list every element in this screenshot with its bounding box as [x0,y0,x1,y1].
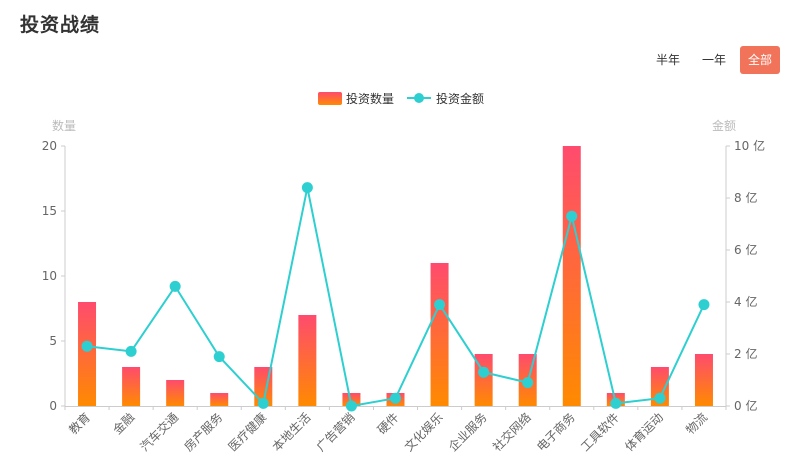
amount-point-硬件[interactable] [390,392,401,404]
x-tick-label: 企业服务 [445,410,490,455]
x-ticks: 教育 金融 汽车交通 房产服务 医疗健康 本地生活 广告营销 硬件 文化娱乐 企业服务 社交网络 电子… [64,406,727,455]
x-tick-label: 社交网络 [489,410,534,455]
amount-point-企业服务[interactable] [478,366,490,378]
y-left-tick-label: 20 [42,139,57,153]
y-left-tick-label: 10 [42,269,57,283]
y-right-tick-label: 8 亿 [734,190,757,205]
amount-point-广告营销[interactable] [345,400,357,412]
tab-one-year[interactable]: 一年 [701,53,726,67]
amount-point-本地生活[interactable] [301,182,313,194]
x-tick-label: 工具软件 [578,410,622,454]
legend-swatch-count[interactable] [318,92,342,105]
amount-point-社交网络[interactable] [522,377,534,389]
x-tick-label: 汽车交通 [137,410,182,455]
bar-文化娱乐[interactable] [430,263,449,406]
tab-all[interactable]: 全部 [739,46,780,74]
legend-dot-amount[interactable] [414,93,424,103]
y-right-tick-label: 10 亿 [734,138,765,153]
x-tick-label: 体育运动 [621,410,666,455]
time-range-tabs: 半年 一年 全部 [642,46,780,74]
bar-房产服务[interactable] [210,393,229,406]
legend-label-count[interactable]: 投资数量 [346,91,394,106]
tab-half-year[interactable]: 半年 [655,53,680,67]
bar-汽车交通[interactable] [166,380,185,406]
x-tick-label: 本地生活 [270,410,314,454]
amount-point-汽车交通[interactable] [169,280,181,292]
amount-point-医疗健康[interactable] [257,397,269,409]
y-left-tick-label: 0 [49,399,57,413]
legend: 投资数量 投资金额 [318,91,484,106]
bar-电子商务[interactable] [562,146,581,406]
bar-教育[interactable] [78,302,97,406]
y-right-tick-label: 0 亿 [734,398,757,413]
legend-label-amount[interactable]: 投资金额 [436,91,484,106]
x-tick-label: 金融 [110,410,138,438]
y-left-axis-label: 数量 [52,118,76,133]
page-title: 投资战绩 [20,14,101,36]
amount-point-文化娱乐[interactable] [434,299,446,311]
amount-point-物流[interactable] [698,299,710,311]
y-right-ticks: 0 亿 2 亿 4 亿 6 亿 8 亿 10 亿 [726,138,765,413]
y-right-tick-label: 4 亿 [734,294,757,309]
x-tick-label: 硬件 [375,410,402,437]
x-tick-label: 物流 [683,410,710,437]
x-tick-label: 房产服务 [181,410,226,455]
amount-point-工具软件[interactable] [610,397,622,409]
y-left-tick-label: 5 [49,334,57,348]
amount-point-教育[interactable] [81,340,93,352]
bar-物流[interactable] [694,354,713,406]
bar-广告营销[interactable] [342,393,361,406]
y-left-ticks: 0 5 10 15 20 [42,139,65,413]
y-right-axis-label: 金额 [712,118,736,133]
x-tick-label: 医疗健康 [225,410,270,455]
y-right-tick-label: 2 亿 [734,346,757,361]
bar-本地生活[interactable] [298,315,317,406]
x-tick-label: 广告营销 [314,410,358,454]
line-series [81,182,710,412]
amount-point-房产服务[interactable] [213,351,225,363]
amount-point-电子商务[interactable] [566,210,578,222]
amount-line [86,187,705,408]
x-tick-label: 电子商务 [533,410,578,455]
bar-金融[interactable] [122,367,141,406]
y-left-tick-label: 15 [42,204,57,218]
x-tick-label: 文化娱乐 [401,410,446,455]
amount-point-金融[interactable] [125,345,137,357]
amount-point-体育运动[interactable] [654,392,666,404]
x-tick-label: 教育 [66,410,94,438]
bar-series [78,146,713,406]
y-right-tick-label: 6 亿 [734,242,757,257]
